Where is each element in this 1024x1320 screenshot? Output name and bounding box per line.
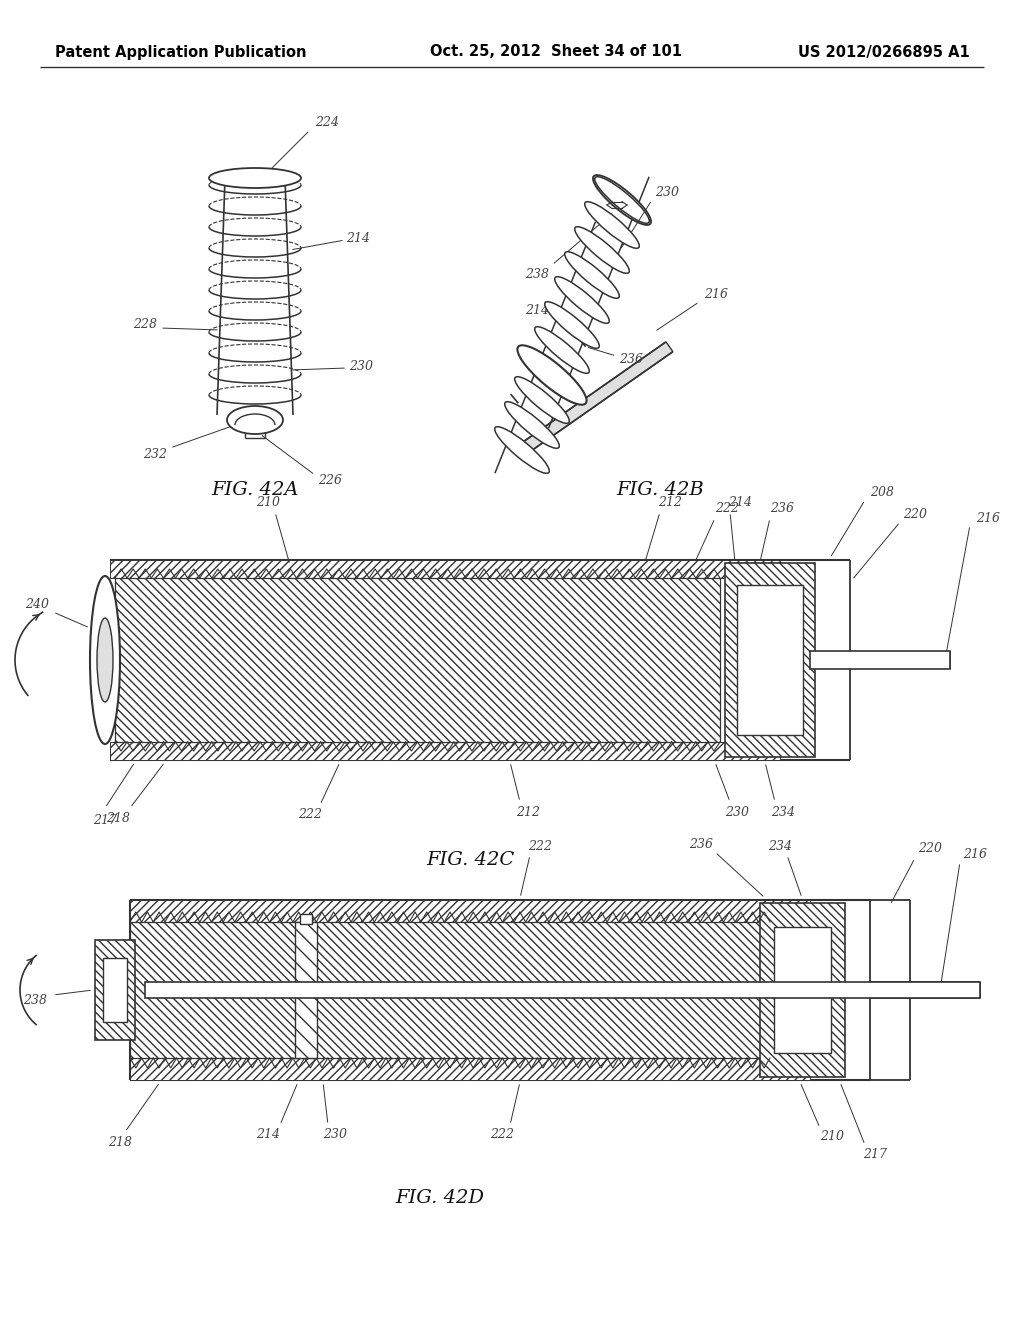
Text: Oct. 25, 2012  Sheet 34 of 101: Oct. 25, 2012 Sheet 34 of 101	[430, 45, 682, 59]
Text: 234: 234	[771, 805, 795, 818]
Text: 230: 230	[725, 805, 749, 818]
Text: 230: 230	[655, 186, 679, 199]
Text: 217: 217	[93, 813, 117, 826]
Text: 220: 220	[918, 842, 942, 855]
Ellipse shape	[209, 168, 301, 187]
Ellipse shape	[524, 351, 580, 399]
Ellipse shape	[97, 618, 113, 702]
Ellipse shape	[515, 376, 569, 424]
Bar	[295, 921, 317, 1059]
Ellipse shape	[574, 227, 630, 273]
Bar	[774, 927, 831, 1053]
Text: 212: 212	[658, 495, 682, 508]
Text: 232: 232	[143, 449, 167, 462]
Ellipse shape	[595, 177, 649, 223]
Text: 222: 222	[715, 502, 739, 515]
Text: 214: 214	[256, 1129, 280, 1142]
Bar	[110, 742, 780, 760]
Bar	[115, 578, 720, 742]
Text: 210: 210	[820, 1130, 844, 1143]
Text: 230: 230	[349, 359, 373, 372]
Bar	[103, 958, 127, 1022]
Text: 212: 212	[516, 805, 540, 818]
Text: FIG. 42B: FIG. 42B	[616, 480, 703, 499]
Ellipse shape	[535, 326, 589, 374]
Text: 214: 214	[525, 304, 549, 317]
Text: 214: 214	[728, 495, 752, 508]
Bar	[110, 560, 780, 578]
Bar	[130, 1059, 810, 1080]
Text: 224: 224	[315, 116, 339, 128]
Text: FIG. 42D: FIG. 42D	[395, 1189, 484, 1206]
Text: 216: 216	[705, 288, 728, 301]
Bar	[760, 903, 845, 1077]
Bar	[725, 564, 815, 756]
Text: 222: 222	[298, 808, 322, 821]
Text: 208: 208	[870, 486, 894, 499]
Text: FIG. 42C: FIG. 42C	[426, 851, 514, 869]
Ellipse shape	[545, 302, 599, 348]
Text: 236: 236	[620, 352, 643, 366]
Text: 238: 238	[525, 268, 549, 281]
Text: 210: 210	[256, 495, 280, 508]
Ellipse shape	[517, 346, 587, 405]
Text: Patent Application Publication: Patent Application Publication	[55, 45, 306, 59]
Ellipse shape	[505, 401, 559, 449]
Bar	[145, 982, 980, 998]
Text: 216: 216	[963, 847, 987, 861]
Ellipse shape	[585, 202, 639, 248]
Text: FIG. 42A: FIG. 42A	[211, 480, 299, 499]
Ellipse shape	[495, 426, 549, 474]
Text: 222: 222	[490, 1129, 514, 1142]
Ellipse shape	[555, 277, 609, 323]
Bar	[130, 900, 810, 921]
Text: 218: 218	[106, 812, 130, 825]
Bar	[95, 940, 135, 1040]
Text: 214: 214	[346, 231, 370, 244]
Ellipse shape	[90, 576, 120, 744]
Text: 240: 240	[25, 598, 49, 611]
Polygon shape	[518, 342, 673, 455]
Bar	[130, 921, 770, 1059]
Text: 218: 218	[108, 1135, 132, 1148]
Ellipse shape	[227, 407, 283, 434]
Text: US 2012/0266895 A1: US 2012/0266895 A1	[799, 45, 970, 59]
Bar	[300, 913, 312, 924]
Text: 234: 234	[768, 840, 792, 853]
Text: 220: 220	[903, 508, 927, 521]
Text: 228: 228	[133, 318, 157, 331]
Bar	[810, 651, 950, 669]
Text: 226: 226	[318, 474, 342, 487]
Bar	[737, 585, 803, 735]
Ellipse shape	[593, 176, 651, 224]
Ellipse shape	[564, 252, 620, 298]
Text: 230: 230	[323, 1129, 347, 1142]
Text: 217: 217	[863, 1148, 887, 1162]
Text: 216: 216	[976, 511, 1000, 524]
Text: 236: 236	[770, 502, 794, 515]
Text: 236: 236	[689, 837, 713, 850]
Text: 222: 222	[528, 840, 552, 853]
Text: 238: 238	[23, 994, 47, 1006]
